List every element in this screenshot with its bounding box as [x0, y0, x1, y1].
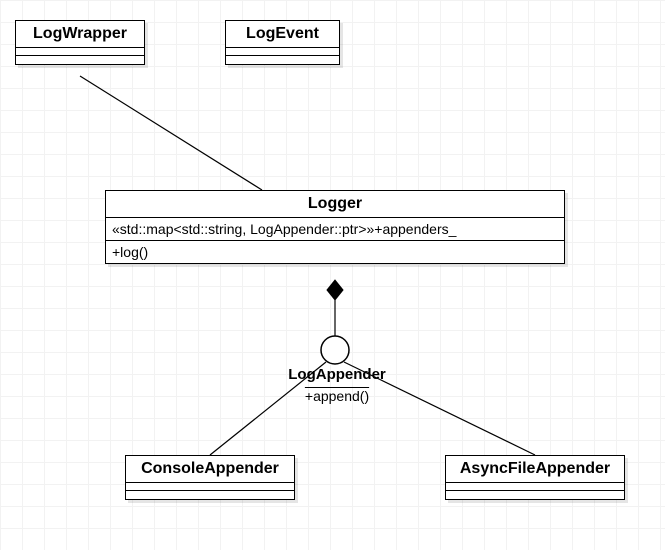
class-logwrapper-ops	[16, 56, 144, 64]
class-consoleappender-name: ConsoleAppender	[126, 456, 294, 483]
class-asyncfileappender-ops	[446, 491, 624, 499]
class-consoleappender-ops	[126, 491, 294, 499]
edge-logwrapper-logger	[80, 76, 262, 190]
class-logevent-attrs	[226, 48, 339, 56]
class-logger-ops: +log()	[106, 241, 564, 263]
class-logevent: LogEvent	[225, 20, 340, 65]
class-logwrapper-attrs	[16, 48, 144, 56]
class-logger-name: Logger	[106, 191, 564, 218]
edge-logger-appender	[327, 280, 343, 336]
class-consoleappender: ConsoleAppender	[125, 455, 295, 500]
class-asyncfileappender-attrs	[446, 483, 624, 491]
class-asyncfileappender-name: AsyncFileAppender	[446, 456, 624, 483]
class-asyncfileappender: AsyncFileAppender	[445, 455, 625, 500]
class-logger-attrs: «std::map<std::string, LogAppender::ptr>…	[106, 218, 564, 241]
class-logevent-ops	[226, 56, 339, 64]
class-logwrapper: LogWrapper	[15, 20, 145, 65]
interface-logappender-op: +append()	[292, 388, 382, 404]
class-consoleappender-attrs	[126, 483, 294, 491]
class-logevent-name: LogEvent	[226, 21, 339, 48]
interface-logappender-name: LogAppender	[277, 366, 397, 383]
interface-logappender-icon	[321, 336, 349, 364]
class-logwrapper-name: LogWrapper	[16, 21, 144, 48]
class-logger: Logger «std::map<std::string, LogAppende…	[105, 190, 565, 264]
composition-diamond-icon	[327, 280, 343, 300]
